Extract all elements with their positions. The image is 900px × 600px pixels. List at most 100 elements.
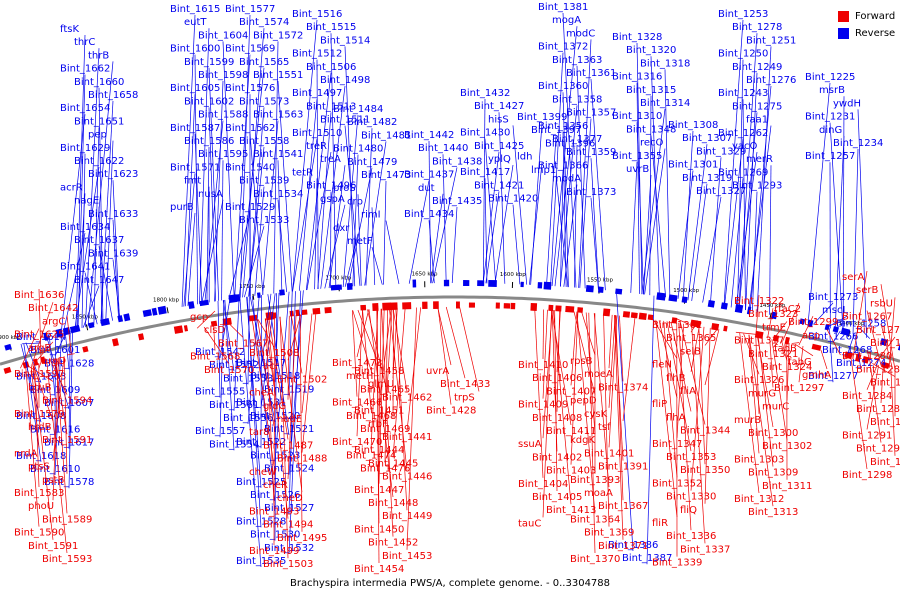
- reverse-gene-label-leader: [352, 154, 359, 287]
- reverse-gene-label-leader: [239, 14, 251, 298]
- legend-item-reverse: Reverse: [838, 25, 895, 42]
- forward-gene-mark: [324, 306, 332, 314]
- forward-gene-label-leader: [748, 334, 760, 454]
- reverse-gene-label: Bint_1565: [239, 57, 289, 68]
- reverse-gene-mark: [151, 307, 158, 316]
- reverse-gene-label: Bint_1420: [488, 194, 538, 205]
- forward-gene-label-leader: [54, 358, 68, 435]
- reverse-gene-label-leader: [314, 178, 318, 290]
- forward-gene-label-leader: [257, 319, 275, 348]
- forward-gene-label: Bint_1299: [788, 317, 838, 328]
- forward-gene-label: Bint_1413: [546, 505, 596, 516]
- reverse-gene-label-leader: [274, 293, 277, 541]
- forward-gene-label: trmE: [762, 322, 786, 333]
- forward-gene-label: Bint_1403: [546, 466, 596, 477]
- reverse-gene-label-leader: [112, 180, 120, 320]
- forward-gene-label: Bint_1448: [368, 498, 418, 509]
- forward-gene-label-leader: [32, 364, 54, 540]
- reverse-gene-label-leader: [846, 334, 855, 356]
- reverse-gene-label-leader: [664, 69, 671, 298]
- forward-gene-label: Bint_1291: [842, 430, 892, 441]
- reverse-gene-label-leader: [498, 112, 506, 284]
- forward-gene-label: moaA: [584, 488, 613, 499]
- reverse-gene-label: Bint_1262: [718, 128, 768, 139]
- forward-gene-mark: [811, 343, 822, 351]
- forward-gene-label-leader: [704, 328, 718, 346]
- reverse-gene-label: lmp1: [531, 165, 556, 176]
- reverse-gene-label: Bint_1574: [239, 17, 289, 28]
- reverse-gene-label: Bint_1318: [640, 58, 690, 69]
- forward-gene-label: Bint_1393: [570, 475, 620, 486]
- reverse-gene-mark: [615, 288, 623, 295]
- forward-gene-label: Bint_1447: [354, 485, 404, 496]
- reverse-gene-label-leader: [677, 170, 694, 299]
- forward-gene-mark: [137, 333, 145, 341]
- reverse-gene-label-leader: [842, 96, 845, 332]
- forward-gene-label-leader: [786, 342, 790, 401]
- scale-label: 1500 kbp: [673, 288, 699, 294]
- forward-gene-label-leader: [445, 306, 466, 379]
- reverse-gene-label-leader: [451, 206, 458, 284]
- reverse-gene-label: Bint_1637: [74, 235, 124, 246]
- reverse-gene-label: Bint_1618: [16, 451, 66, 462]
- reverse-gene-label: Bint_1562: [225, 123, 275, 134]
- forward-gene-label-leader: [25, 366, 40, 527]
- reverse-gene-label-leader: [316, 59, 319, 289]
- reverse-gene-label: Bint_1539: [239, 176, 289, 187]
- reverse-gene-label-leader: [649, 95, 652, 296]
- forward-gene-label: Bint_1312: [734, 494, 784, 505]
- reverse-gene-label-leader: [636, 82, 640, 294]
- forward-gene-label: Bint_1499: [249, 546, 299, 557]
- reverse-gene-label-leader: [834, 135, 845, 330]
- forward-gene-label: Bint_1466: [332, 398, 382, 409]
- forward-gene-label-leader: [228, 323, 244, 338]
- reverse-gene-label: Bint_1396: [545, 138, 595, 149]
- reverse-gene-label: Bint_1278: [732, 22, 782, 33]
- reverse-gene-label: Bint_1432: [460, 88, 510, 99]
- reverse-gene-label: Bint_1308: [668, 120, 718, 131]
- forward-gene-label: phoU: [28, 501, 54, 512]
- reverse-gene-label: Bint_1604: [198, 30, 248, 41]
- reverse-gene-label-leader: [228, 212, 251, 300]
- forward-gene-label: Bint_1474: [346, 450, 396, 461]
- reverse-gene-label: Bint_1571: [170, 162, 220, 173]
- forward-gene-label-leader: [880, 284, 896, 370]
- forward-gene-label-leader: [603, 314, 610, 527]
- forward-gene-label: pstB: [42, 475, 64, 486]
- reverse-gene-label: Bint_1482: [347, 117, 397, 128]
- forward-gene-label: argD: [42, 356, 66, 367]
- forward-gene-label: nadE: [277, 414, 302, 425]
- reverse-gene-label-leader: [242, 28, 265, 298]
- forward-gene-label: Bint_1323: [748, 309, 798, 320]
- forward-gene-label: Bint_1267: [842, 312, 892, 323]
- reverse-gene-label: Bint_1231: [805, 112, 855, 123]
- forward-gene-label-leader: [38, 362, 42, 369]
- reverse-gene-label-leader: [98, 87, 104, 323]
- reverse-gene-label-leader: [233, 297, 240, 411]
- reverse-gene-mark: [832, 326, 839, 333]
- reverse-gene-label-leader: [650, 135, 666, 298]
- reverse-gene-label-leader: [590, 158, 599, 290]
- forward-gene-label: glmU: [368, 379, 394, 390]
- forward-gene-label-leader: [622, 317, 636, 422]
- forward-gene-label: cheR: [263, 480, 288, 491]
- reverse-gene-label-leader: [428, 140, 431, 284]
- forward-gene-label: Bint_1337: [680, 544, 730, 555]
- forward-gene-label: kdgK: [570, 435, 595, 446]
- reverse-gene-label: Bint_1512: [292, 49, 342, 60]
- forward-gene-label: tsf: [598, 422, 611, 433]
- forward-gene-label-leader: [33, 341, 54, 365]
- reverse-gene-label: yplQ: [488, 154, 511, 165]
- forward-gene-label-leader: [542, 309, 548, 399]
- forward-gene-label: murC: [762, 402, 789, 413]
- reverse-gene-label: Bint_1307: [682, 133, 732, 144]
- reverse-gene-label: Bint_1599: [184, 57, 234, 68]
- forward-gene-label: Bint_1284: [842, 391, 892, 402]
- reverse-gene-label-leader: [239, 297, 262, 568]
- reverse-gene-label-leader: [82, 285, 100, 328]
- forward-gene-label-leader: [782, 302, 800, 342]
- reverse-gene-label: Bint_1434: [404, 209, 454, 220]
- forward-gene-label: Bint_1353: [666, 452, 716, 463]
- forward-gene-label: Bint_1408: [532, 413, 582, 424]
- forward-gene-label-leader: [755, 294, 760, 337]
